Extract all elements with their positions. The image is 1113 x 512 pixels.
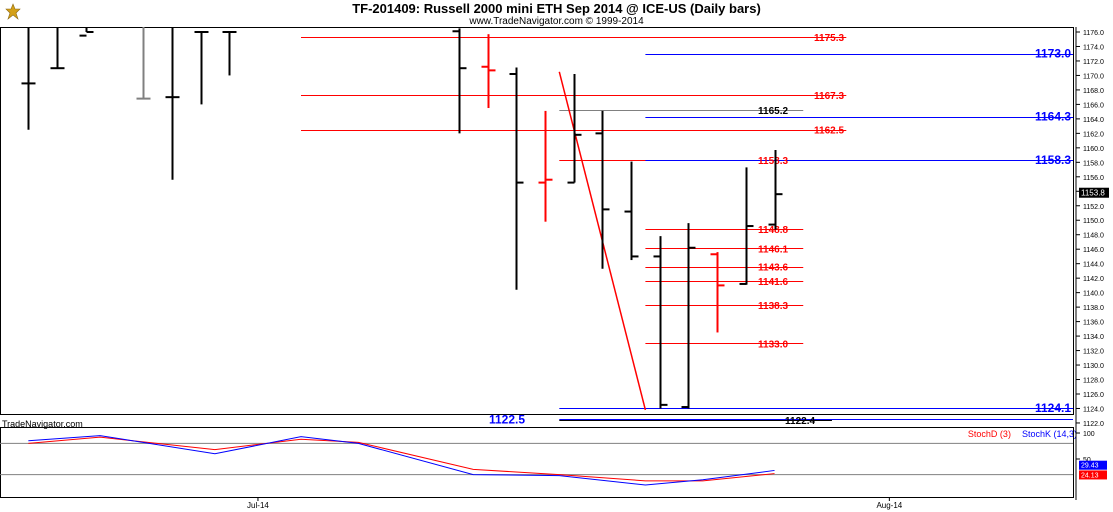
level-label: 1167.3 [814,91,844,102]
level-label: 1122.4 [785,416,815,427]
osc-value-box [1079,470,1107,480]
y-tick-label: 1162.0 [1083,131,1104,138]
y-tick-label: 1136.0 [1083,320,1104,327]
legend-stoch-d: StochD (3) [967,429,1011,439]
y-tick-label: 1126.0 [1083,392,1104,399]
level-label: 1138.3 [758,301,788,312]
chart-subtitle: www.TradeNavigator.com © 1999-2014 [469,16,644,27]
y-tick-label: 1176.0 [1083,30,1104,37]
level-label: 1148.8 [758,225,788,236]
osc-value-label: 29.43 [1081,463,1099,470]
y-tick-label: 1128.0 [1083,378,1104,385]
last-price-box [1079,187,1109,198]
brand-label: TradeNavigator.com [2,419,83,429]
osc-value-box [1079,460,1107,470]
chart-title: TF-201409: Russell 2000 mini ETH Sep 201… [352,1,761,16]
y-tick-label: 1146.0 [1083,247,1104,254]
y-tick-label: 1124.0 [1083,406,1104,413]
level-label: 1143.6 [758,263,788,274]
x-tick-label: Aug-14 [876,501,902,510]
y-tick-label: 1130.0 [1083,363,1104,370]
osc-value-label: 24.13 [1081,472,1099,479]
level-label: 1122.5 [489,412,525,426]
y-tick-label: 1144.0 [1083,262,1104,269]
osc-tick-label: 100 [1083,431,1095,438]
level-label: 1133.0 [758,339,788,350]
stoch-line [28,436,775,482]
level-label: 1173.0 [1035,47,1071,61]
indicator-legend: StochD (3) StochK (14,3) [968,429,1077,439]
y-tick-label: 1172.0 [1083,59,1104,66]
y-tick-label: 1152.0 [1083,204,1104,211]
y-tick-label: 1132.0 [1083,349,1104,356]
price-pane-frame [0,27,1074,415]
last-price-label: 1153.8 [1081,189,1105,198]
y-tick-label: 1168.0 [1083,88,1104,95]
level-label: 1162.5 [814,126,844,137]
y-tick-label: 1174.0 [1083,44,1104,51]
level-label: 1165.2 [758,106,788,117]
y-tick-label: 1148.0 [1083,233,1104,240]
y-tick-label: 1122.0 [1083,421,1104,428]
tradenavigator-logo-icon [2,2,24,24]
level-label: 1158.3 [758,156,788,167]
y-tick-label: 1158.0 [1083,160,1104,167]
level-label: 1164.3 [1035,110,1071,124]
y-tick-label: 1160.0 [1083,146,1104,153]
level-label: 1175.3 [814,33,844,44]
y-tick-label: 1166.0 [1083,102,1104,109]
y-tick-label: 1134.0 [1083,334,1104,341]
y-tick-label: 1150.0 [1083,218,1104,225]
level-label: 1141.6 [758,277,788,288]
x-tick-label: Jul-14 [247,501,269,510]
legend-stoch-k: StochK (14,3) [1021,429,1077,439]
y-tick-label: 1170.0 [1083,73,1104,80]
y-tick-label: 1156.0 [1083,175,1104,182]
level-label: 1146.1 [758,244,788,255]
y-tick-label: 1140.0 [1083,291,1104,298]
y-tick-label: 1138.0 [1083,305,1104,312]
level-label: 1124.1 [1035,401,1071,415]
oscillator-pane-frame [0,427,1074,498]
level-label: 1158.3 [1035,153,1071,167]
y-tick-label: 1142.0 [1083,276,1104,283]
stoch-line [28,435,775,486]
y-tick-label: 1164.0 [1083,117,1104,124]
osc-tick-label: 50 [1083,457,1091,464]
